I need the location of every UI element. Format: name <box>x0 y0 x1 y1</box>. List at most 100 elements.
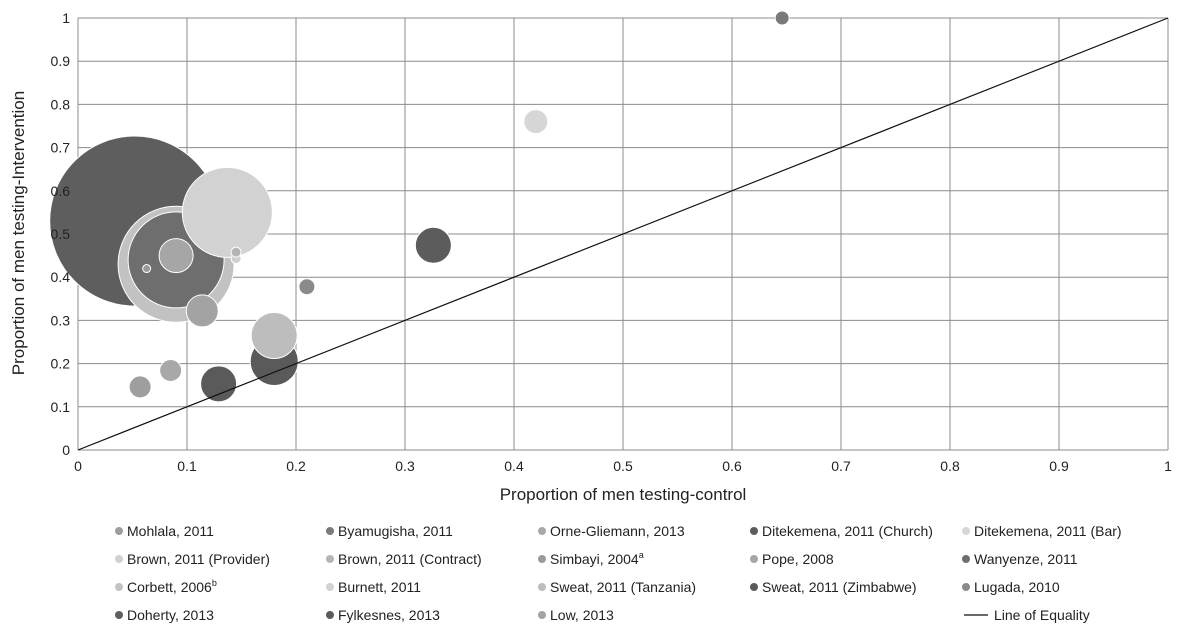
y-tick-labels: 0 0.1 0.2 0.3 0.4 0.5 0.6 0.7 0.8 0.9 1 <box>51 10 71 458</box>
legend-label: Fylkesnes, 2013 <box>338 607 440 623</box>
legend-label: Sweat, 2011 (Zimbabwe) <box>762 579 917 595</box>
legend-marker <box>538 555 546 563</box>
legend-marker <box>962 555 970 563</box>
legend-item: Orne-Gliemann, 2013 <box>538 523 685 539</box>
y-tick-label: 0.4 <box>51 269 71 285</box>
legend-item: Mohlala, 2011 <box>115 523 214 539</box>
legend: Mohlala, 2011 Byamugisha, 2011 Orne-Gliema… <box>115 523 1122 623</box>
legend-marker <box>115 611 123 619</box>
legend-label: Corbett, 2006b <box>127 578 217 595</box>
bubble-ditekemena-2011-bar <box>523 109 549 135</box>
legend-label: Burnett, 2011 <box>338 579 421 595</box>
x-tick-label: 0.9 <box>1049 458 1069 474</box>
legend-label: Line of Equality <box>994 607 1090 623</box>
legend-marker <box>962 583 970 591</box>
bubble-burnett-2011 <box>181 166 273 258</box>
bubble-lugada-2010 <box>298 278 316 296</box>
legend-item: Doherty, 2013 <box>115 607 214 623</box>
bubble-sweat-2011-tanzania <box>250 312 298 360</box>
legend-label: Lugada, 2010 <box>974 579 1060 595</box>
x-tick-label: 0.8 <box>940 458 960 474</box>
legend-footnote-mark: a <box>639 550 644 560</box>
y-tick-label: 1 <box>62 10 70 26</box>
legend-marker <box>326 611 334 619</box>
x-tick-labels: 0 0.1 0.2 0.3 0.4 0.5 0.6 0.7 0.8 0.9 1 <box>74 458 1172 474</box>
x-tick-label: 0.5 <box>613 458 633 474</box>
legend-item: Low, 2013 <box>538 607 614 623</box>
legend-item: Ditekemena, 2011 (Church) <box>750 523 933 539</box>
x-tick-label: 0.2 <box>286 458 306 474</box>
legend-marker <box>538 527 546 535</box>
bubble-mohlala-2011 <box>128 375 152 399</box>
y-tick-label: 0.8 <box>51 96 71 112</box>
legend-item: Sweat, 2011 (Tanzania) <box>538 579 696 595</box>
legend-marker <box>750 583 758 591</box>
legend-marker <box>326 583 334 591</box>
x-tick-label: 0.7 <box>831 458 851 474</box>
legend-footnote-mark: b <box>212 578 217 588</box>
bubbles <box>49 10 790 403</box>
y-tick-label: 0.2 <box>51 356 71 372</box>
y-tick-label: 0.5 <box>51 226 71 242</box>
legend-label: Ditekemena, 2011 (Church) <box>762 523 933 539</box>
legend-label: Brown, 2011 (Provider) <box>127 551 270 567</box>
x-tick-label: 0.6 <box>722 458 742 474</box>
legend-label: Brown, 2011 (Contract) <box>338 551 482 567</box>
x-tick-label: 1 <box>1164 458 1172 474</box>
line-of-equality-layer <box>77 17 1169 451</box>
legend-item: Pope, 2008 <box>750 551 834 567</box>
legend-marker <box>115 527 123 535</box>
bubble-low-2013 <box>185 294 219 328</box>
legend-label: Orne-Gliemann, 2013 <box>550 523 685 539</box>
legend-item: Brown, 2011 (Provider) <box>115 551 270 567</box>
x-tick-label: 0.4 <box>504 458 524 474</box>
y-tick-label: 0.6 <box>51 183 71 199</box>
y-tick-label: 0.9 <box>51 53 71 69</box>
legend-item: Brown, 2011 (Contract) <box>326 551 482 567</box>
legend-item: Sweat, 2011 (Zimbabwe) <box>750 579 917 595</box>
x-tick-label: 0.1 <box>177 458 197 474</box>
bubble-fylkesnes-2013 <box>200 365 238 403</box>
legend-label: Byamugisha, 2011 <box>338 523 453 539</box>
legend-item: Byamugisha, 2011 <box>326 523 453 539</box>
x-axis-title: Proportion of men testing-control <box>500 485 747 504</box>
y-tick-label: 0 <box>62 442 70 458</box>
legend-marker <box>750 555 758 563</box>
legend-label: Pope, 2008 <box>762 551 834 567</box>
legend-marker <box>538 611 546 619</box>
y-tick-label: 0.1 <box>51 399 71 415</box>
legend-item: Burnett, 2011 <box>326 579 421 595</box>
legend-item: Ditekemena, 2011 (Bar) <box>962 523 1122 539</box>
legend-label: Wanyenze, 2011 <box>974 551 1078 567</box>
legend-item: Simbayi, 2004a <box>538 550 644 567</box>
bubble-ditekemena-2011-church <box>414 226 452 264</box>
bubble-byamugisha-2011 <box>774 10 790 26</box>
x-tick-label: 0.3 <box>395 458 415 474</box>
legend-item: Wanyenze, 2011 <box>962 551 1078 567</box>
legend-label: Doherty, 2013 <box>127 607 214 623</box>
legend-marker <box>115 583 123 591</box>
x-tick-label: 0 <box>74 458 82 474</box>
legend-marker <box>326 527 334 535</box>
legend-marker <box>538 583 546 591</box>
legend-label: Simbayi, 2004a <box>550 550 644 567</box>
legend-label: Sweat, 2011 (Tanzania) <box>550 579 696 595</box>
line-of-equality <box>77 17 1169 451</box>
y-tick-label: 0.3 <box>51 312 71 328</box>
legend-label: Mohlala, 2011 <box>127 523 214 539</box>
bubble-pope-2008 <box>158 238 194 274</box>
legend-marker <box>115 555 123 563</box>
y-axis-title: Proportion of men testing-Intervention <box>9 91 28 375</box>
legend-item: Fylkesnes, 2013 <box>326 607 440 623</box>
legend-marker <box>750 527 758 535</box>
legend-marker <box>326 555 334 563</box>
legend-label: Low, 2013 <box>550 607 614 623</box>
bubble-brown-2011-contract <box>230 246 242 258</box>
legend-item: Lugada, 2010 <box>962 579 1060 595</box>
legend-item: Corbett, 2006b <box>115 578 217 595</box>
legend-label: Ditekemena, 2011 (Bar) <box>974 523 1122 539</box>
y-tick-label: 0.7 <box>51 140 71 156</box>
bubble-orne-gliemann-2013 <box>159 359 183 383</box>
bubble-simbayi-2004 <box>142 264 152 274</box>
